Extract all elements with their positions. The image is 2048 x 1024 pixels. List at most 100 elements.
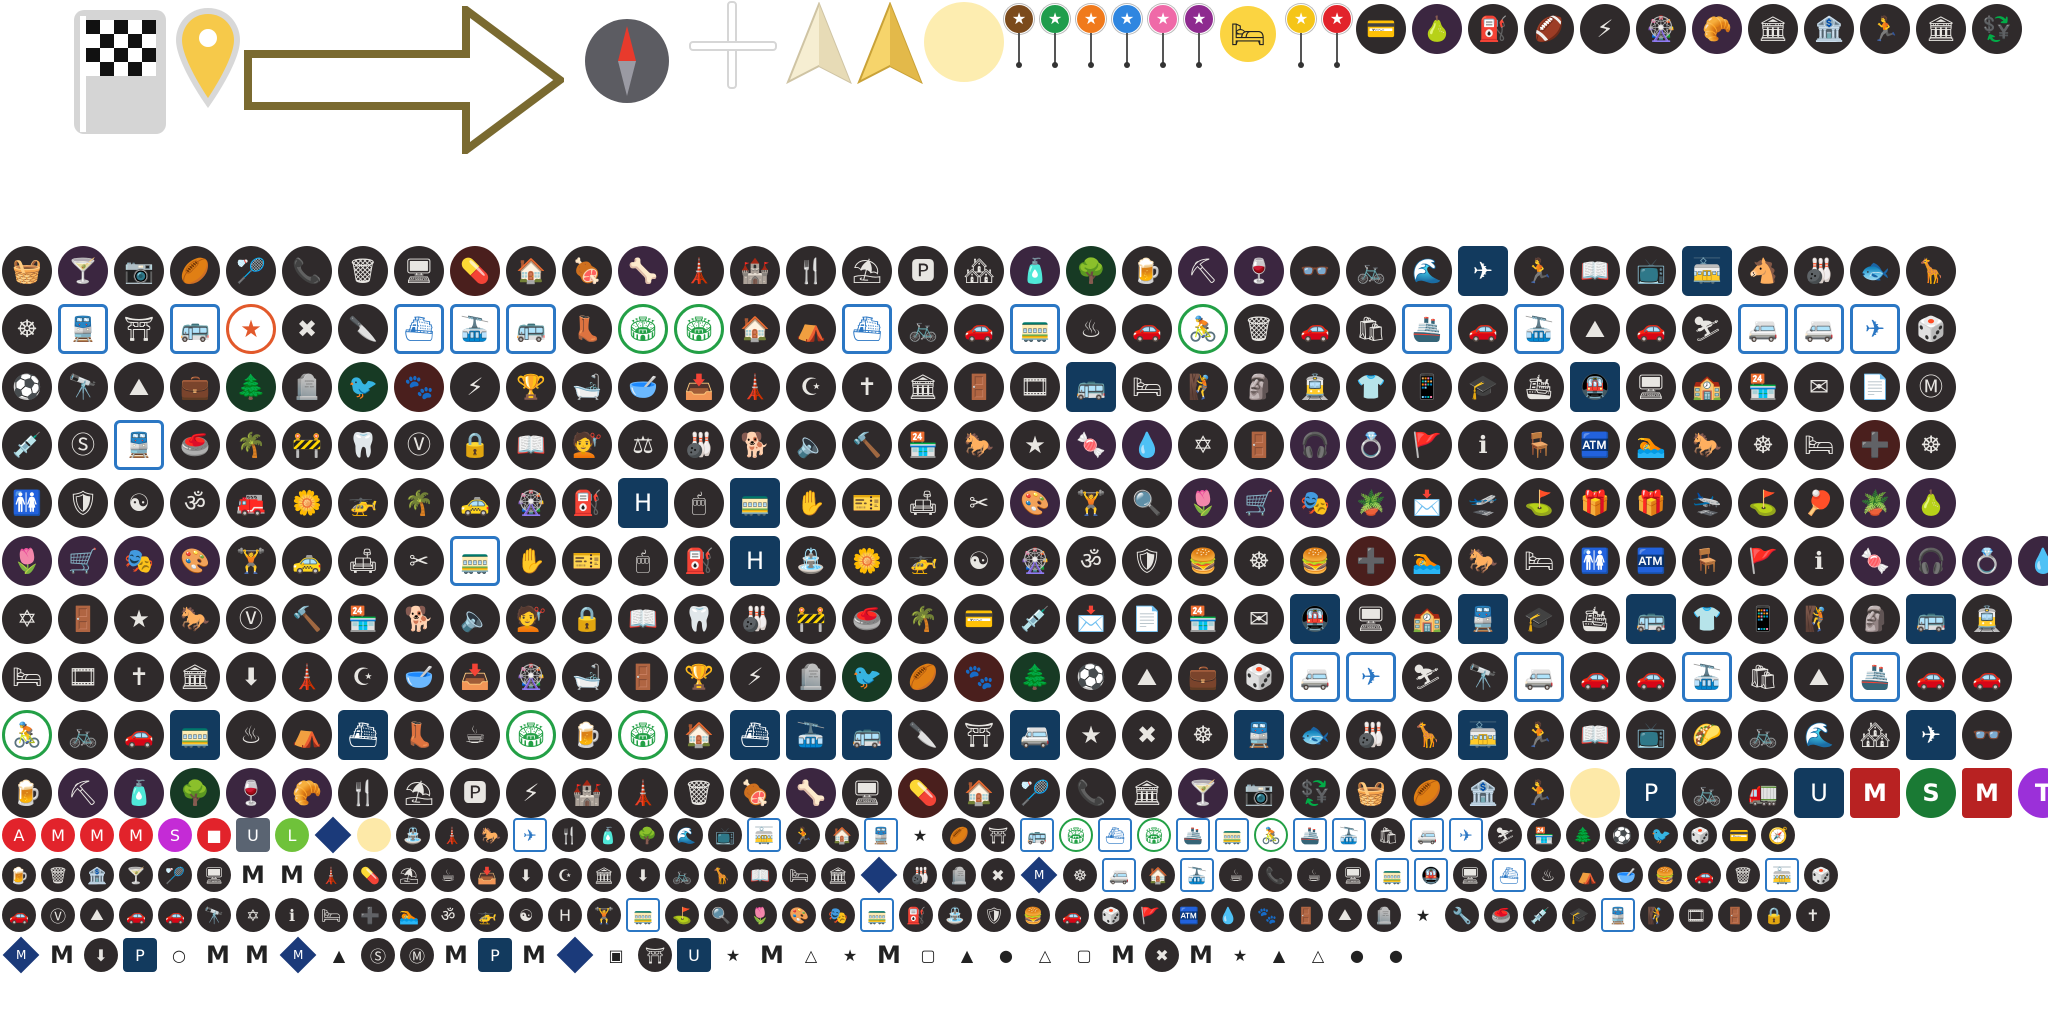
poi-icon: ⛴ [394, 304, 444, 354]
small-poi-icon: 🏟 [1137, 818, 1171, 852]
poi-icon: 👓 [1290, 246, 1340, 296]
small-poi-icon: ⛴ [1098, 818, 1132, 852]
small-poi-icon: ✖ [981, 858, 1015, 892]
small-poi-icon: 🧭 [1761, 818, 1795, 852]
poi-icon: ⬇ [226, 652, 276, 702]
small-poi-icon: 🚋 [1765, 858, 1799, 892]
small-poi-icon: P [123, 938, 157, 972]
poi-icon: 🏪 [898, 420, 948, 470]
poi-icon: 🚗 [1962, 652, 2012, 702]
fuel-icon: ⛽ [1468, 4, 1518, 54]
icon-row: 🍺 ⛏ 🧴 🌳 🍷 🥐 🍴 ⛱ 🅿 ⚡ 🏰 🗼 🗑 🍖 🦴 🖥 💊 🏠 🏸 📞 🏛 🍸 📷 💱 🧺 🏉 🏦 🏃 P 🚲 🚛 U M S M T [2, 768, 2048, 818]
poi-icon: 🛒 [1234, 478, 1284, 528]
currency-exchange-icon: 💱 [1972, 4, 2022, 54]
poi-icon: ☯ [954, 536, 1004, 586]
poi-icon: 🔨 [282, 594, 332, 644]
small-poi-icon: ⬇ [626, 858, 660, 892]
poi-icon: 🌲 [226, 362, 276, 412]
small-poi-icon: 🎓 [1562, 898, 1596, 932]
poi-icon: 🐎 [170, 594, 220, 644]
small-poi-icon: 🚃 [1215, 818, 1249, 852]
poi-icon: 🏊 [1626, 420, 1676, 470]
poi-icon: 🏸 [1010, 768, 1060, 818]
poi-icon: 🎭 [114, 536, 164, 586]
croissant-icon: 🥐 [1692, 4, 1742, 54]
small-poi-icon: ☕ [1297, 858, 1331, 892]
poi-icon: 🐾 [954, 652, 1004, 702]
poi-icon: 🛒 [58, 536, 108, 586]
small-poi-icon: ⛴ [1492, 858, 1526, 892]
poi-icon: 🏪 [1738, 362, 1788, 412]
poi-icon: ⛳ [1514, 478, 1564, 528]
small-poi-icon: 🚐 [1102, 858, 1136, 892]
small-poi-icon: 📥 [470, 858, 504, 892]
small-poi-icon: 🚢 [1176, 818, 1210, 852]
small-poi-icon: ● [999, 945, 1013, 965]
poi-icon: ✖ [1122, 710, 1172, 760]
small-poi-icon: 🌲 [1566, 818, 1600, 852]
small-poi-icon: M [119, 818, 153, 852]
poi-icon: 🌲 [1010, 652, 1060, 702]
small-poi-icon: 🍺 [2, 858, 36, 892]
poi-icon: 🗼 [674, 246, 724, 296]
poi-icon: ॐ [1066, 536, 1116, 586]
poi-icon: 🎨 [1010, 478, 1060, 528]
small-poi-icon: 🗼 [314, 858, 348, 892]
small-poi-icon: 🏦 [80, 858, 114, 892]
poi-icon: 🌴 [226, 420, 276, 470]
poi-icon: 🚲 [58, 710, 108, 760]
poi-icon: 🏸 [226, 246, 276, 296]
poi-icon: 👓 [1962, 710, 2012, 760]
poi-icon: 🌊 [1402, 246, 1452, 296]
small-poi-icon: 🏛 [821, 858, 855, 892]
poi-icon: 🚛 [1738, 768, 1788, 818]
poi-icon: 📖 [618, 594, 668, 644]
poi-icon: 🗑 [674, 768, 724, 818]
small-poi-icon: 🐦 [1644, 818, 1678, 852]
poi-icon: 🚃 [730, 478, 780, 528]
small-poi-icon: S [158, 818, 192, 852]
poi-icon: 🚊 [1290, 362, 1340, 412]
small-poi-icon: M [1189, 941, 1213, 969]
poi-icon: 📞 [282, 246, 332, 296]
poi-icon: 🏃 [1514, 246, 1564, 296]
poi-icon: 📱 [1402, 362, 1452, 412]
poi-icon: 🦒 [1906, 246, 1956, 296]
lightning-icon: ⚡ [1580, 4, 1630, 54]
poi-icon: 🚗 [1458, 304, 1508, 354]
poi-icon: P [1626, 768, 1676, 818]
poi-icon: 🎳 [1794, 246, 1844, 296]
poi-icon: 🖱 [618, 536, 668, 586]
poi-icon: 🏠 [506, 246, 556, 296]
poi-icon: 🚗 [114, 710, 164, 760]
small-poi-icon: 🐎 [474, 818, 508, 852]
poi-icon: 🗿 [1850, 594, 1900, 644]
poi-icon: 🏟 [618, 304, 668, 354]
poi-icon: 🔪 [898, 710, 948, 760]
poi-icon: 🛏 [1122, 362, 1172, 412]
poi-icon: 📺 [1626, 246, 1676, 296]
poi-icon: 🏆 [674, 652, 724, 702]
small-poi-icon: 🏠 [825, 818, 859, 852]
small-poi-icon: ☯ [509, 898, 543, 932]
star-pin-set: ★ ★ ★ ★ ★ ★ 🛏 ★ ★ [1004, 4, 1352, 68]
poi-icon: 📥 [674, 362, 724, 412]
poi-icon: ✈ [1346, 652, 1396, 702]
poi-icon: ⛴ [730, 710, 780, 760]
small-poi-icon: M [241, 861, 265, 889]
poi-icon: 🐎 [954, 420, 1004, 470]
small-poi-icon: ⛷ [1488, 818, 1522, 852]
poi-icon: Ⓥ [394, 420, 444, 470]
small-poi-icon: 🛏 [782, 858, 816, 892]
small-poi-icon: ⬇ [509, 858, 543, 892]
small-poi-icon: 🚋 [747, 818, 781, 852]
small-poi-icon: 🖥 [1336, 858, 1370, 892]
icon-row: 🚻 🛡 ☯ ॐ 🚒 🌼 🚁 🌴 🚕 🎡 ⛽ H 🖱 🚃 ✋ 🎫 🛋 ✂ 🎨 🏋 🔍 🌷 🛒 🎭 🪴 📩 🛫 ⛳ 🎁 🎁 🛬 ⛳ 🏓 🪴 🍐 [2, 478, 2048, 528]
poi-icon: ⚡ [506, 768, 556, 818]
small-poi-icon: 🚪 [1289, 898, 1323, 932]
poi-icon: 🍐 [1906, 478, 1956, 528]
small-poi-icon: ⛲ [938, 898, 972, 932]
small-poi-icon: M [1020, 856, 1058, 894]
poi-icon: 🚊 [1962, 594, 2012, 644]
small-poi-icon: 🎨 [782, 898, 816, 932]
